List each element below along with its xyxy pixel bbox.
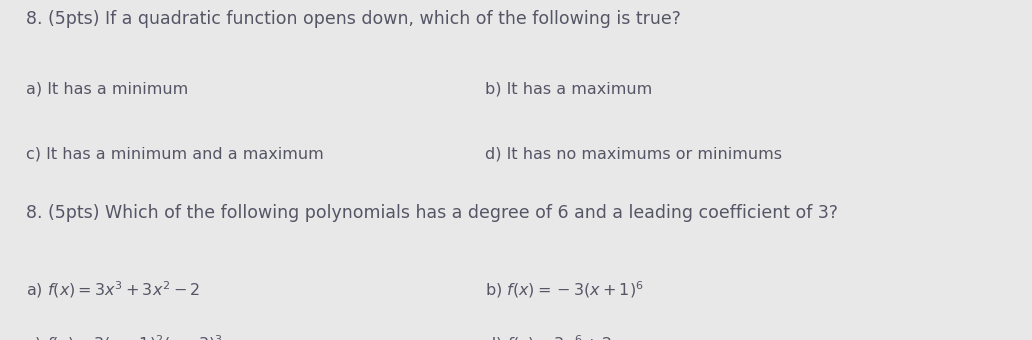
Text: a) $f(x) = 3x^3 + 3x^2 - 2$: a) $f(x) = 3x^3 + 3x^2 - 2$	[26, 279, 200, 300]
Text: b) It has a maximum: b) It has a maximum	[485, 82, 652, 97]
Text: b) $f(x) = -3(x+1)^6$: b) $f(x) = -3(x+1)^6$	[485, 279, 644, 300]
Text: c) $f(x) = 3(x-1)^2(x-3)^3$: c) $f(x) = 3(x-1)^2(x-3)^3$	[26, 333, 223, 340]
Text: a) It has a minimum: a) It has a minimum	[26, 82, 188, 97]
Text: 8. (5pts) Which of the following polynomials has a degree of 6 and a leading coe: 8. (5pts) Which of the following polynom…	[26, 204, 838, 222]
Text: c) It has a minimum and a maximum: c) It has a minimum and a maximum	[26, 146, 324, 161]
Text: d) $f(x) = 3x^6 + 2$: d) $f(x) = 3x^6 + 2$	[485, 333, 612, 340]
Text: 8. (5pts) If a quadratic function opens down, which of the following is true?: 8. (5pts) If a quadratic function opens …	[26, 10, 681, 28]
Text: d) It has no maximums or minimums: d) It has no maximums or minimums	[485, 146, 782, 161]
